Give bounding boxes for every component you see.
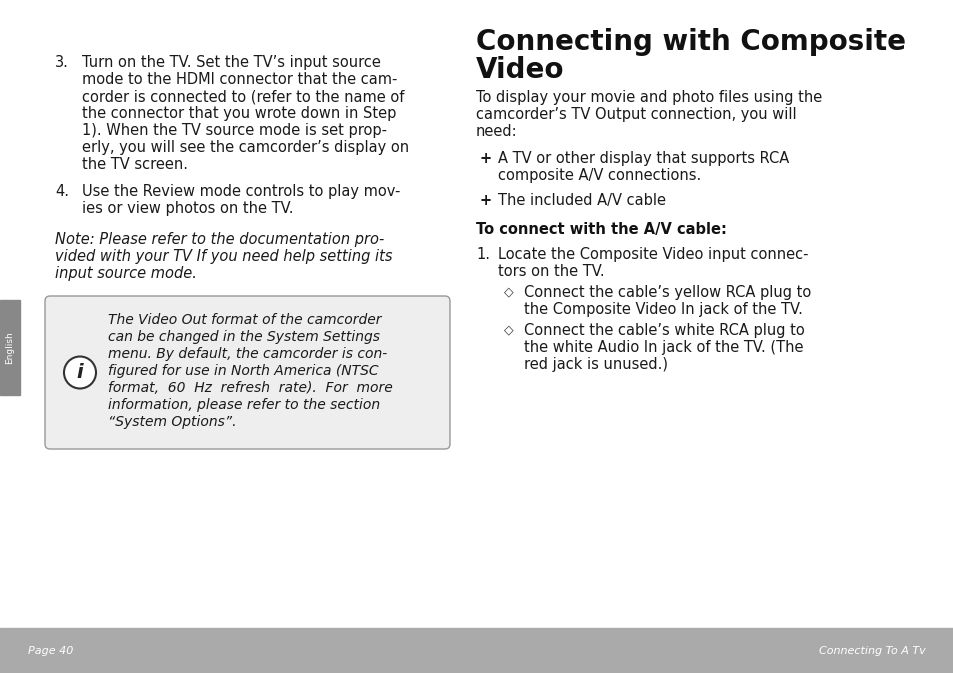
Text: composite A/V connections.: composite A/V connections. [497, 168, 700, 183]
Text: Connecting with Composite: Connecting with Composite [476, 28, 905, 56]
Bar [0, 300, 20, 395]
Text: A TV or other display that supports RCA: A TV or other display that supports RCA [497, 151, 788, 166]
Text: red jack is unused.): red jack is unused.) [523, 357, 667, 372]
Text: Video: Video [476, 56, 564, 84]
Text: camcorder’s TV Output connection, you will: camcorder’s TV Output connection, you wi… [476, 107, 796, 122]
Text: Connecting To A Tv: Connecting To A Tv [819, 645, 925, 656]
Text: To display your movie and photo files using the: To display your movie and photo files us… [476, 90, 821, 105]
Text: vided with your TV If you need help setting its: vided with your TV If you need help sett… [55, 249, 392, 264]
Text: corder is connected to (refer to the name of: corder is connected to (refer to the nam… [82, 89, 404, 104]
Text: need:: need: [476, 124, 517, 139]
Text: can be changed in the System Settings: can be changed in the System Settings [108, 330, 379, 344]
Text: The Video Out format of the camcorder: The Video Out format of the camcorder [108, 313, 381, 327]
Text: 3.: 3. [55, 55, 69, 70]
Text: the connector that you wrote down in Step: the connector that you wrote down in Ste… [82, 106, 395, 121]
Text: the TV screen.: the TV screen. [82, 157, 188, 172]
Text: English: English [6, 331, 14, 364]
Text: figured for use in North America (NTSC: figured for use in North America (NTSC [108, 364, 378, 378]
Text: Connect the cable’s yellow RCA plug to: Connect the cable’s yellow RCA plug to [523, 285, 810, 300]
Text: information, please refer to the section: information, please refer to the section [108, 398, 379, 412]
Text: The included A/V cable: The included A/V cable [497, 193, 665, 208]
Text: the Composite Video In jack of the TV.: the Composite Video In jack of the TV. [523, 302, 802, 317]
Text: tors on the TV.: tors on the TV. [497, 264, 604, 279]
Text: “System Options”.: “System Options”. [108, 415, 236, 429]
Bar [0, 628, 953, 673]
Text: Locate the Composite Video input connec-: Locate the Composite Video input connec- [497, 247, 807, 262]
Text: mode to the HDMI connector that the cam-: mode to the HDMI connector that the cam- [82, 72, 397, 87]
Text: ◇: ◇ [503, 285, 513, 298]
Text: Turn on the TV. Set the TV’s input source: Turn on the TV. Set the TV’s input sourc… [82, 55, 380, 70]
Circle shape [64, 357, 96, 388]
Text: +: + [479, 151, 492, 166]
Text: erly, you will see the camcorder’s display on: erly, you will see the camcorder’s displ… [82, 140, 409, 155]
Text: +: + [479, 193, 492, 208]
FancyBboxPatch shape [45, 296, 450, 449]
Text: menu. By default, the camcorder is con-: menu. By default, the camcorder is con- [108, 347, 387, 361]
Text: Use the Review mode controls to play mov-: Use the Review mode controls to play mov… [82, 184, 400, 199]
Text: ◇: ◇ [503, 323, 513, 336]
Text: i: i [76, 363, 83, 382]
Text: format,  60  Hz  refresh  rate).  For  more: format, 60 Hz refresh rate). For more [108, 381, 393, 395]
Text: 4.: 4. [55, 184, 69, 199]
Text: input source mode.: input source mode. [55, 266, 196, 281]
Text: Page 40: Page 40 [28, 645, 73, 656]
Text: 1). When the TV source mode is set prop-: 1). When the TV source mode is set prop- [82, 123, 387, 138]
Text: ies or view photos on the TV.: ies or view photos on the TV. [82, 201, 294, 216]
Text: the white Audio In jack of the TV. (The: the white Audio In jack of the TV. (The [523, 340, 802, 355]
Text: Connect the cable’s white RCA plug to: Connect the cable’s white RCA plug to [523, 323, 804, 338]
Text: Note: Please refer to the documentation pro-: Note: Please refer to the documentation … [55, 232, 384, 247]
Text: 1.: 1. [476, 247, 490, 262]
Text: To connect with the A/V cable:: To connect with the A/V cable: [476, 222, 726, 237]
